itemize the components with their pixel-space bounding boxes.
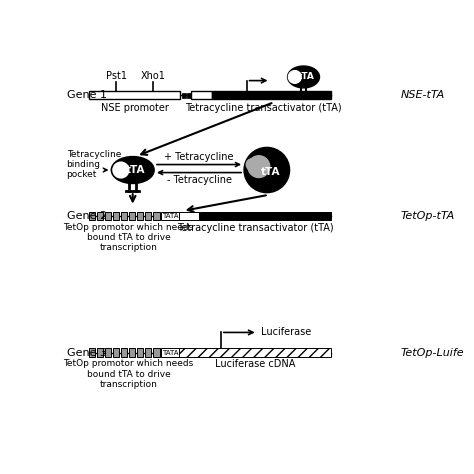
Bar (145, 211, 152, 219)
Bar (212, 91, 331, 99)
Bar (179, 211, 199, 219)
Text: Xho1: Xho1 (140, 71, 165, 81)
Bar (145, 348, 152, 356)
Circle shape (246, 159, 258, 170)
Text: TATA: TATA (162, 213, 178, 219)
Bar (179, 348, 331, 356)
Ellipse shape (111, 157, 154, 183)
Text: TetOp promotor which needs
bound tTA to drive
transcription: TetOp promotor which needs bound tTA to … (64, 359, 194, 389)
Text: TATA: TATA (162, 349, 178, 356)
Bar (97, 348, 103, 356)
Circle shape (248, 156, 270, 177)
Text: Tetracycline transactivator (tTA): Tetracycline transactivator (tTA) (185, 103, 341, 113)
Text: Gene 3: Gene 3 (66, 347, 107, 357)
Text: Luciferase: Luciferase (261, 328, 311, 337)
Text: TetOp-tTA: TetOp-tTA (401, 210, 455, 220)
Bar (89, 348, 95, 356)
Text: Tetracycline
binding
pocket: Tetracycline binding pocket (66, 150, 121, 180)
Text: tTA: tTA (261, 167, 280, 177)
Bar (161, 348, 179, 356)
Bar (113, 348, 119, 356)
Text: Pst1: Pst1 (106, 71, 127, 81)
Text: NSE promoter: NSE promoter (100, 103, 168, 113)
Bar (161, 211, 179, 219)
Bar (113, 211, 119, 219)
Bar (121, 348, 127, 356)
Bar (129, 211, 135, 219)
Bar (153, 211, 160, 219)
Text: TetOp promotor which needs
bound tTA to drive
transcription: TetOp promotor which needs bound tTA to … (64, 223, 194, 252)
Bar (89, 211, 95, 219)
Text: NSE-tTA: NSE-tTA (401, 90, 445, 100)
Text: + Tetracycline: + Tetracycline (164, 152, 234, 162)
Bar (97, 211, 103, 219)
Bar (105, 348, 111, 356)
Bar (105, 211, 111, 219)
Text: Luciferase cDNA: Luciferase cDNA (215, 359, 295, 369)
Bar (137, 348, 143, 356)
Text: Tetracycline transactivator (tTA): Tetracycline transactivator (tTA) (177, 223, 333, 233)
Text: Gene 1: Gene 1 (66, 90, 107, 100)
Circle shape (113, 162, 129, 178)
Bar (121, 211, 127, 219)
Circle shape (244, 147, 290, 192)
Bar (191, 91, 212, 99)
Bar (137, 211, 143, 219)
Circle shape (288, 71, 301, 83)
Text: - Tetracycline: - Tetracycline (166, 175, 231, 185)
Bar (182, 92, 186, 98)
Bar (153, 348, 160, 356)
Bar (187, 92, 191, 98)
Text: TetOp-Luife: TetOp-Luife (401, 347, 465, 357)
Text: tTA: tTA (298, 73, 314, 82)
Bar (199, 211, 331, 219)
Bar (129, 348, 135, 356)
Ellipse shape (288, 66, 319, 88)
Text: tTA: tTA (127, 165, 146, 175)
Text: Gene 2: Gene 2 (66, 210, 107, 220)
Bar (89, 91, 181, 99)
